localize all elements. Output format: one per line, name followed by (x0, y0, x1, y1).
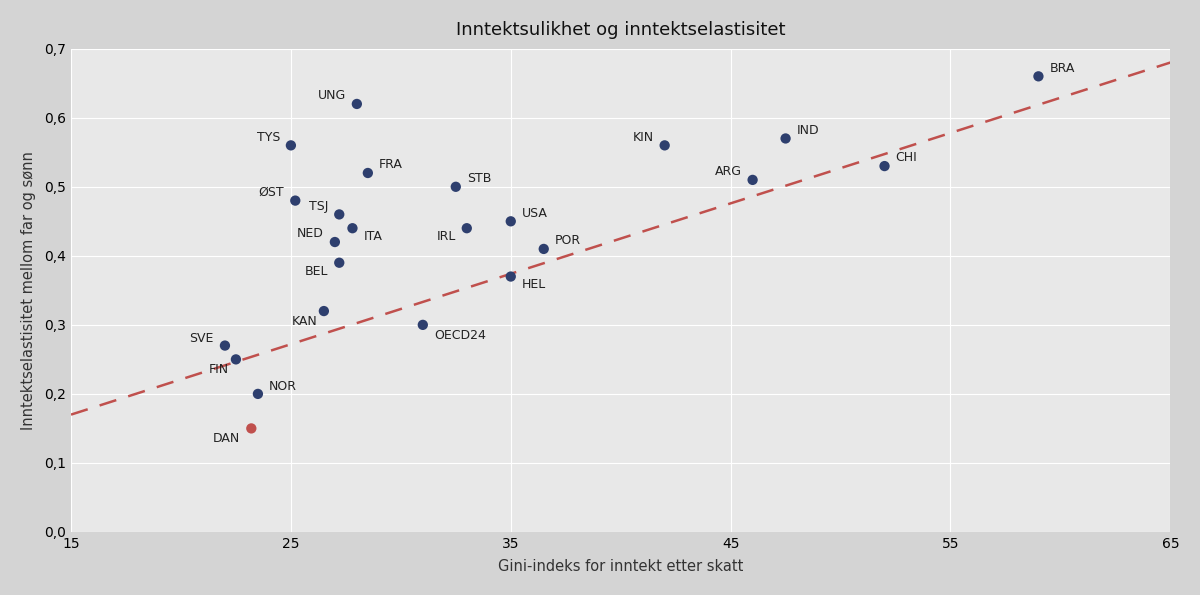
Point (457, 224, 476, 233)
Point (286, 196, 305, 205)
Point (776, 134, 796, 143)
Point (241, 424, 260, 433)
Text: ARG: ARG (715, 165, 742, 178)
Text: FRA: FRA (379, 158, 403, 171)
Point (502, 217, 521, 226)
Text: ØST: ØST (259, 186, 284, 199)
Point (655, 140, 674, 150)
Point (330, 209, 349, 219)
Title: Inntektsulikhet og inntektselastisitet: Inntektsulikhet og inntektselastisitet (456, 21, 786, 39)
Point (248, 389, 268, 399)
Text: HEL: HEL (522, 278, 546, 292)
Point (502, 272, 521, 281)
Text: USA: USA (522, 206, 547, 220)
Text: FIN: FIN (209, 363, 229, 376)
Text: POR: POR (554, 234, 581, 247)
Point (347, 99, 366, 109)
X-axis label: Gini-indeks for inntekt etter skatt: Gini-indeks for inntekt etter skatt (498, 559, 743, 574)
Text: BEL: BEL (305, 265, 329, 277)
Text: NED: NED (296, 227, 324, 240)
Point (743, 175, 762, 184)
Text: KIN: KIN (632, 130, 654, 143)
Point (875, 161, 894, 171)
Text: SVE: SVE (190, 332, 214, 345)
Point (227, 355, 246, 364)
Text: TSJ: TSJ (308, 200, 329, 212)
Text: DAN: DAN (214, 433, 240, 445)
Text: IND: IND (797, 124, 820, 137)
Point (330, 258, 349, 268)
Point (343, 224, 362, 233)
Text: OECD24: OECD24 (434, 328, 486, 342)
Text: TYS: TYS (257, 130, 280, 143)
Point (325, 237, 344, 247)
Point (413, 320, 432, 330)
Text: KAN: KAN (292, 315, 317, 328)
Text: IRL: IRL (437, 230, 456, 243)
Point (314, 306, 334, 316)
Y-axis label: Inntektselastisitet mellom far og sønn: Inntektselastisitet mellom far og sønn (20, 151, 36, 430)
Point (534, 244, 553, 253)
Point (446, 182, 466, 192)
Point (1028, 71, 1048, 81)
Point (281, 140, 300, 150)
Text: ITA: ITA (364, 230, 383, 243)
Text: STB: STB (467, 172, 491, 185)
Text: BRA: BRA (1050, 61, 1075, 74)
Text: NOR: NOR (269, 380, 296, 393)
Text: UNG: UNG (318, 89, 346, 102)
Point (215, 341, 234, 350)
Point (359, 168, 378, 178)
Text: CHI: CHI (895, 151, 917, 164)
